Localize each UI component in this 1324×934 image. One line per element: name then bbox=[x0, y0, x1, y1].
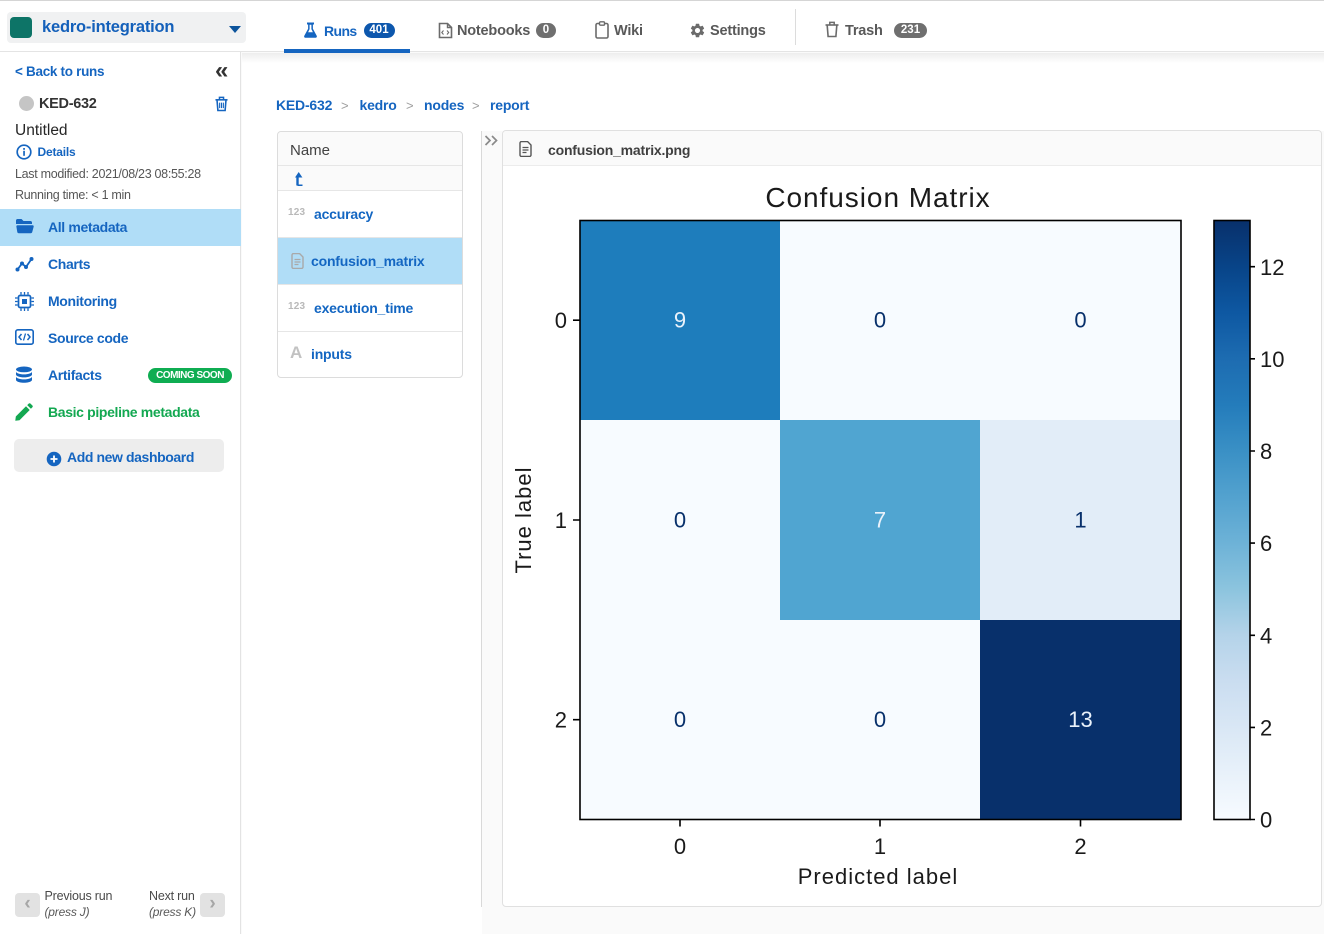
svg-text:0: 0 bbox=[1260, 808, 1272, 833]
svg-text:8: 8 bbox=[1260, 439, 1272, 464]
svg-text:1: 1 bbox=[1074, 508, 1086, 533]
svg-text:12: 12 bbox=[1260, 255, 1284, 280]
svg-text:1: 1 bbox=[874, 834, 886, 859]
svg-text:2: 2 bbox=[555, 708, 567, 733]
svg-text:2: 2 bbox=[1260, 716, 1272, 741]
svg-text:0: 0 bbox=[1074, 308, 1086, 333]
svg-text:0: 0 bbox=[874, 308, 886, 333]
svg-text:9: 9 bbox=[674, 308, 686, 333]
svg-text:13: 13 bbox=[1068, 707, 1092, 732]
svg-text:2: 2 bbox=[1074, 834, 1086, 859]
svg-text:6: 6 bbox=[1260, 531, 1272, 556]
svg-text:4: 4 bbox=[1260, 624, 1272, 649]
svg-text:Predicted label: Predicted label bbox=[798, 864, 959, 889]
svg-text:0: 0 bbox=[874, 707, 886, 732]
svg-text:Confusion Matrix: Confusion Matrix bbox=[765, 182, 990, 213]
svg-text:True label: True label bbox=[511, 466, 536, 573]
svg-text:0: 0 bbox=[674, 707, 686, 732]
svg-text:7: 7 bbox=[874, 508, 886, 533]
svg-text:0: 0 bbox=[674, 834, 686, 859]
svg-text:10: 10 bbox=[1260, 347, 1284, 372]
svg-text:0: 0 bbox=[674, 508, 686, 533]
svg-text:1: 1 bbox=[555, 508, 567, 533]
svg-text:0: 0 bbox=[555, 308, 567, 333]
